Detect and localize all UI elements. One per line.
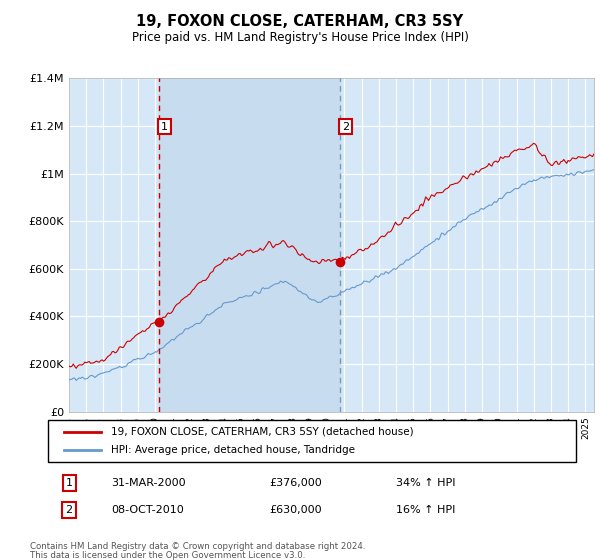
- Text: 2: 2: [342, 122, 349, 132]
- Text: £376,000: £376,000: [270, 478, 323, 488]
- Bar: [160, 78, 340, 412]
- Text: 2: 2: [65, 505, 73, 515]
- Text: 1: 1: [161, 122, 168, 132]
- Text: £630,000: £630,000: [270, 505, 322, 515]
- Text: 1: 1: [65, 478, 73, 488]
- Text: 19, FOXON CLOSE, CATERHAM, CR3 5SY (detached house): 19, FOXON CLOSE, CATERHAM, CR3 5SY (deta…: [112, 427, 414, 437]
- Text: 08-OCT-2010: 08-OCT-2010: [112, 505, 184, 515]
- Text: 16% ↑ HPI: 16% ↑ HPI: [397, 505, 456, 515]
- Text: Contains HM Land Registry data © Crown copyright and database right 2024.: Contains HM Land Registry data © Crown c…: [30, 542, 365, 551]
- Text: This data is licensed under the Open Government Licence v3.0.: This data is licensed under the Open Gov…: [30, 551, 305, 560]
- Text: 34% ↑ HPI: 34% ↑ HPI: [397, 478, 456, 488]
- Text: 19, FOXON CLOSE, CATERHAM, CR3 5SY: 19, FOXON CLOSE, CATERHAM, CR3 5SY: [136, 14, 464, 29]
- Text: Price paid vs. HM Land Registry's House Price Index (HPI): Price paid vs. HM Land Registry's House …: [131, 31, 469, 44]
- Text: HPI: Average price, detached house, Tandridge: HPI: Average price, detached house, Tand…: [112, 445, 355, 455]
- Text: 31-MAR-2000: 31-MAR-2000: [112, 478, 186, 488]
